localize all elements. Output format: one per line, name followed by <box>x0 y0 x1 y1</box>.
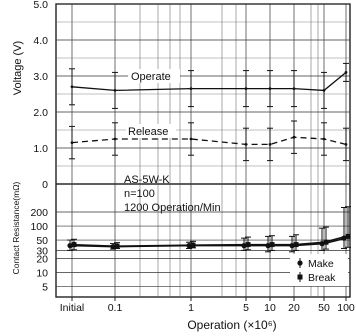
resistance-tick-label: 20 <box>36 254 48 266</box>
break-point <box>345 233 351 239</box>
release-point <box>268 143 272 146</box>
voltage-tick-label: 4.0 <box>33 35 48 47</box>
legend-break-label: Break <box>308 272 336 284</box>
resistance-tick-label: 30 <box>36 245 48 257</box>
voltage-tick-label: 3.0 <box>33 71 48 83</box>
break-point <box>269 242 275 248</box>
legend-make-label: Make <box>308 258 334 270</box>
release-point <box>189 137 193 141</box>
legend-break-marker <box>297 274 303 280</box>
resistance-tick-label: 100 <box>30 221 48 233</box>
resistance-tick-label: 200 <box>30 207 48 219</box>
operate-point <box>189 87 193 90</box>
operate-point <box>70 85 74 89</box>
resistance-tick-label: 50 <box>36 235 48 247</box>
release-label-bg <box>126 124 176 138</box>
operate-point <box>113 89 117 92</box>
break-point <box>114 243 120 249</box>
annotation-count: n=100 <box>124 188 155 200</box>
release-point <box>244 143 248 146</box>
resistance-tick-label: 10 <box>36 268 48 280</box>
plot-frame <box>55 3 351 298</box>
break-point <box>245 242 251 248</box>
operate-point <box>344 71 348 74</box>
release-point <box>344 143 348 146</box>
release-point <box>113 137 117 141</box>
operate-point <box>244 87 248 90</box>
legend-make-marker <box>297 260 303 266</box>
release-label: Release <box>128 126 168 138</box>
voltage-tick-label: 2.0 <box>33 107 48 119</box>
break-point <box>323 239 329 245</box>
operate-label-bg <box>128 69 180 83</box>
x-axis-label: Operation (×10⁶) <box>187 318 276 332</box>
x-tick-label: 1 <box>188 302 194 314</box>
text-layer: Voltage (V) Contact Resistance(mΩ) Opera… <box>11 0 355 332</box>
x-tick-label: 5 <box>243 302 249 314</box>
operate-point <box>292 87 296 90</box>
series-layer <box>67 62 351 253</box>
annotation-model: AS-5W-K <box>124 174 170 186</box>
make-point <box>67 243 73 249</box>
break-point <box>293 242 299 248</box>
voltage-tick-label: 5.0 <box>33 0 48 11</box>
break-point <box>71 242 77 248</box>
release-point <box>322 137 326 141</box>
x-tick-label: 50 <box>318 302 330 314</box>
resistance-tick-label: 5 <box>42 282 48 294</box>
x-tick-label: 10 <box>264 302 276 314</box>
voltage-axis-label: Voltage (V) <box>12 41 24 95</box>
voltage-tick-label: 0 <box>42 179 48 191</box>
operate-point <box>268 87 272 90</box>
operate-line <box>71 71 347 92</box>
x-tick-label: 20 <box>288 302 300 314</box>
x-tick-label: 100 <box>337 302 355 314</box>
operate-point <box>322 89 326 92</box>
resistance-axis-label: Contact Resistance(mΩ) <box>11 181 21 274</box>
release-line <box>71 136 347 146</box>
x-tick-label: 0.1 <box>108 302 123 314</box>
voltage-tick-label: 1.0 <box>33 143 48 155</box>
operate-label: Operate <box>131 71 171 83</box>
break-line <box>71 235 347 247</box>
x-tick-label: Initial <box>60 302 85 314</box>
annotation-rate: 1200 Operation/Min <box>124 202 221 214</box>
release-point <box>292 135 296 139</box>
break-point <box>190 242 196 248</box>
release-point <box>70 141 74 145</box>
